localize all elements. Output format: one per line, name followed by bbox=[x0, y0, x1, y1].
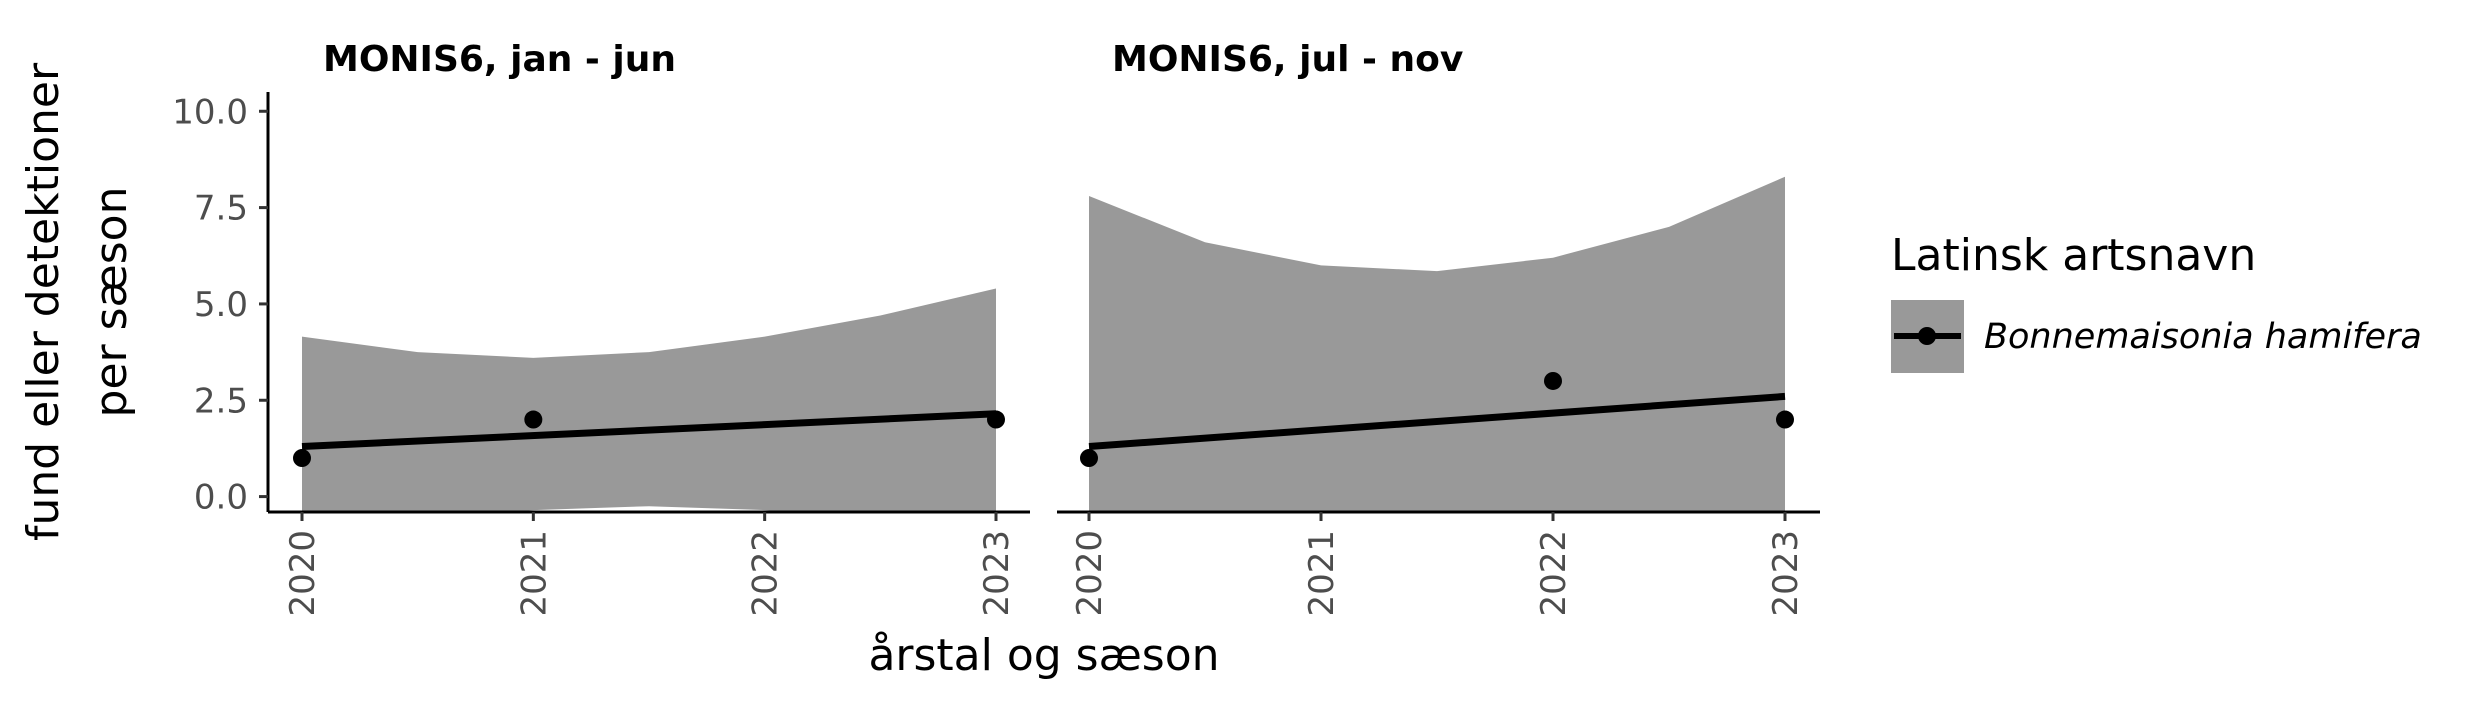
panel-title: MONIS6, jan - jun bbox=[323, 39, 676, 80]
trend-line bbox=[301, 410, 997, 450]
y-tick-label: 5.0 bbox=[194, 285, 248, 325]
panel-jul-nov: MONIS6, jul - nov bbox=[1080, 39, 1794, 512]
x-tick-label: 2022 bbox=[1534, 530, 1574, 617]
data-point bbox=[987, 410, 1005, 429]
y-axis-title-line-1: fund eller detektioner bbox=[18, 62, 69, 541]
x-tick-label: 2021 bbox=[514, 530, 554, 617]
y-axis-title-line-2: per sæson bbox=[86, 187, 137, 418]
legend: Latinsk artsnavn Bonnemaisonia hamifera bbox=[1891, 230, 2422, 373]
y-tick-label: 10.0 bbox=[172, 92, 248, 132]
data-point bbox=[524, 410, 543, 429]
x-tick-label: 2023 bbox=[1766, 530, 1806, 617]
panel-title: MONIS6, jul - nov bbox=[1112, 39, 1463, 80]
axes: 0.0 2.5 5.0 7.5 10.0 2020 2021 2022 2023 2020 2021… bbox=[172, 92, 1820, 617]
x-tick-label: 2023 bbox=[977, 530, 1017, 617]
y-tick-label: 0.0 bbox=[194, 478, 248, 518]
legend-label: Bonnemaisonia hamifera bbox=[1984, 317, 2422, 357]
y-tick-label: 2.5 bbox=[194, 381, 248, 421]
x-tick-label: 2020 bbox=[1070, 530, 1110, 617]
trend-line bbox=[1088, 392, 1786, 450]
data-point bbox=[1080, 449, 1098, 468]
x-axis-title: årstal og sæson bbox=[868, 630, 1219, 681]
panel-jan-jun: MONIS6, jan - jun bbox=[293, 39, 1005, 512]
x-tick-label: 2020 bbox=[283, 530, 323, 617]
data-point bbox=[1544, 371, 1562, 390]
legend-title: Latinsk artsnavn bbox=[1891, 230, 2256, 281]
legend-key-point bbox=[1918, 327, 1936, 345]
data-point bbox=[1776, 410, 1794, 429]
confidence-ribbon bbox=[302, 288, 996, 512]
confidence-ribbon bbox=[1089, 176, 1785, 512]
x-tick-label: 2022 bbox=[746, 530, 786, 617]
data-point bbox=[293, 449, 311, 468]
y-tick-label: 7.5 bbox=[194, 189, 248, 229]
x-tick-label: 2021 bbox=[1302, 530, 1342, 617]
